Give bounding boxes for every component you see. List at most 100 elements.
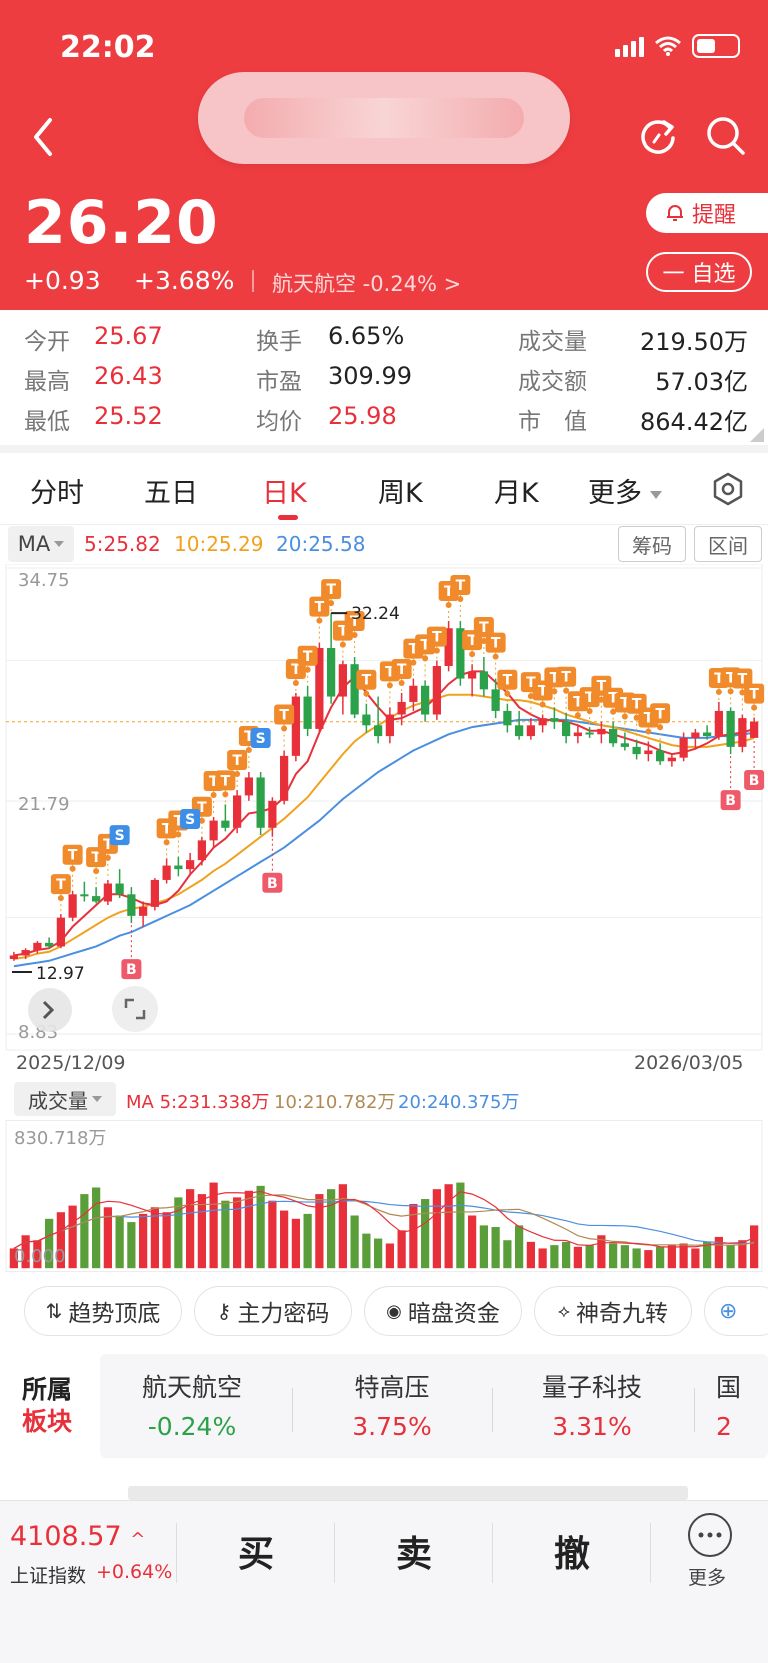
fullscreen-button[interactable] [112, 986, 158, 1032]
more-menu-button[interactable] [688, 1513, 732, 1557]
scroll-left-button[interactable] [28, 988, 72, 1032]
dark-pool-funds-button[interactable]: ◉ 暗盘资金 [364, 1286, 522, 1336]
candle-body [150, 879, 159, 907]
bottom-divider [334, 1523, 335, 1583]
section-gap [0, 445, 768, 453]
low-marker-label: 12.97 [36, 964, 85, 984]
tab-monthly-k[interactable]: 月K [494, 478, 539, 509]
tab-weekly-k[interactable]: 周K [378, 478, 423, 509]
sector-divider [292, 1388, 293, 1432]
marker-dot [398, 679, 405, 686]
sector-item[interactable]: 特高压 3.75% [302, 1368, 482, 1441]
volume-bar [186, 1189, 195, 1269]
tab-daily-k[interactable]: 日K [262, 478, 307, 509]
candle-body [738, 718, 747, 747]
candle-body [115, 883, 124, 895]
search-button[interactable] [704, 114, 748, 158]
marker-dot [527, 693, 534, 700]
marker-label: T [561, 670, 571, 686]
tab-more[interactable]: 更多 [588, 471, 662, 510]
candle-body [597, 728, 606, 735]
magic-nine-turn-button[interactable]: ⟡ 神奇九转 [534, 1286, 692, 1336]
target-icon: ⊕ [719, 1298, 738, 1324]
remind-button[interactable]: 提醒 [646, 193, 768, 233]
sell-button[interactable]: 卖 [396, 1534, 433, 1575]
sector-name: 航天航空 [141, 1373, 242, 1402]
marker-label: T [420, 637, 430, 653]
chart-settings-button[interactable] [710, 471, 746, 507]
marker-dot [739, 689, 746, 696]
candle-body [374, 725, 383, 737]
stat-label: 最高 [24, 369, 70, 395]
indicator-label: MA [17, 532, 51, 556]
trend-top-bottom-button[interactable]: ⇅ 趋势顶底 [24, 1286, 182, 1336]
arrows-updown-icon: ⇅ [45, 1299, 63, 1323]
index-value-text: 4108.57 [10, 1521, 122, 1552]
candle-body [221, 820, 230, 828]
news-teaser[interactable] [0, 1486, 768, 1500]
candle-body [585, 732, 594, 735]
volume-bar [667, 1245, 676, 1269]
marker-dot [422, 655, 429, 662]
volume-bar [503, 1240, 512, 1269]
expand-corner-icon[interactable] [750, 428, 764, 442]
marker-label: T [197, 800, 207, 816]
volume-bar [385, 1243, 394, 1269]
volume-bar [421, 1199, 430, 1269]
tab-intraday[interactable]: 分时 [30, 478, 84, 509]
vol-ma5-line [14, 1191, 754, 1248]
sector-name: 特高压 [354, 1373, 430, 1402]
chip-button[interactable]: 筹码 [618, 526, 686, 562]
bell-icon [667, 205, 683, 221]
candle-body [9, 955, 18, 960]
sector-item[interactable]: 航天航空 -0.24% [102, 1368, 282, 1441]
candle-body [503, 710, 512, 726]
cancel-order-button[interactable]: 撤 [554, 1534, 591, 1575]
marker-dot [610, 708, 617, 715]
marker-dot [539, 701, 546, 708]
marker-label: T [103, 837, 113, 853]
buy-b-marker [262, 872, 283, 893]
marker-dot [69, 865, 76, 872]
candle-body [562, 721, 571, 737]
marker-label: T [644, 710, 654, 726]
stat-label: 成交量 [518, 329, 587, 355]
sector-pct: 3.75% [352, 1412, 432, 1441]
stat-value: 864.42亿 [640, 408, 748, 436]
more-dots-icon [698, 1532, 722, 1538]
marker-dot [645, 728, 652, 735]
refresh-button[interactable] [636, 114, 680, 158]
marker-dot [163, 839, 170, 846]
range-button[interactable]: 区间 [694, 526, 762, 562]
more-tool-button[interactable]: ⊕ [704, 1286, 768, 1336]
back-button[interactable] [24, 112, 64, 162]
volume-chart[interactable] [0, 1120, 768, 1272]
main-force-code-button[interactable]: ⚷ 主力密码 [194, 1286, 352, 1336]
add-favorite-button[interactable]: 一 自选 [646, 252, 752, 292]
marker-dot [304, 666, 311, 673]
volume-bar [80, 1194, 89, 1269]
marker-dot [328, 600, 335, 607]
sell-t-marker [356, 669, 377, 690]
volume-bar [632, 1248, 641, 1269]
marker-label: B [267, 876, 278, 892]
marker-dot [281, 725, 288, 732]
candle-body [691, 732, 700, 738]
tab-five-day[interactable]: 五日 [144, 478, 198, 509]
sector-item[interactable]: 量子科技 3.31% [502, 1368, 682, 1441]
candle-body [656, 750, 665, 762]
volume-bar [750, 1225, 759, 1269]
battery-icon [692, 34, 740, 58]
buy-button[interactable]: 买 [238, 1534, 275, 1575]
sell-t-marker [556, 666, 577, 687]
volume-bar [585, 1245, 594, 1269]
volume-dropdown[interactable]: 成交量 [14, 1082, 116, 1116]
sector-link[interactable]: 航天航空 -0.24% > [272, 272, 462, 296]
candle-body [291, 696, 300, 756]
indicator-dropdown[interactable]: MA [8, 526, 74, 562]
marker-dot [657, 724, 664, 731]
sector-item[interactable]: 国 2 [716, 1368, 768, 1441]
candle-body [197, 840, 206, 861]
stock-title-pill[interactable] [198, 72, 570, 164]
